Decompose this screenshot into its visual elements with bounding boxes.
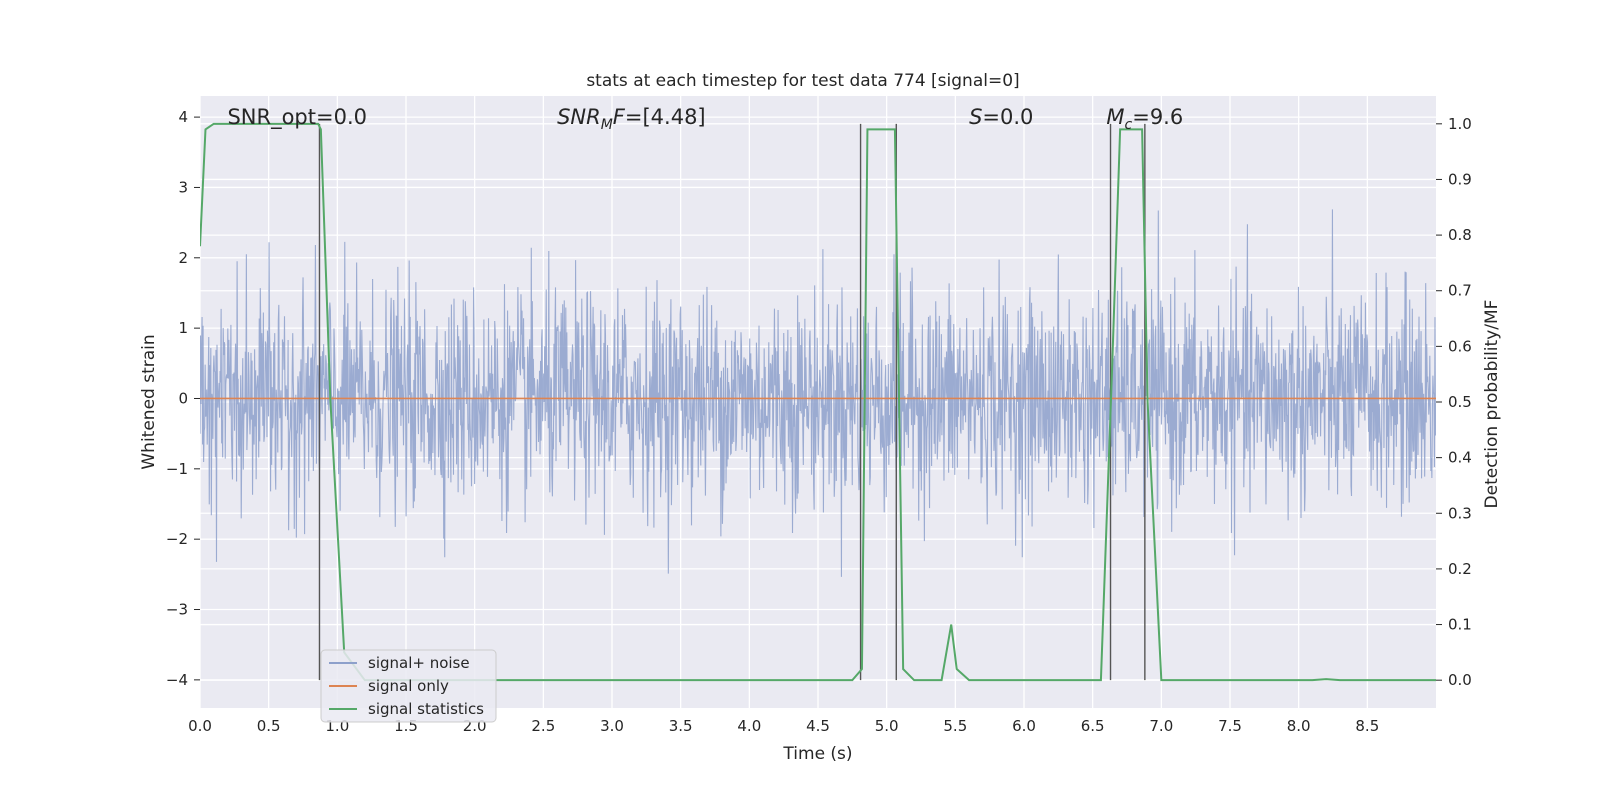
y-left-tick-label: −2 bbox=[166, 530, 188, 548]
y-right-tick-label: 1.0 bbox=[1448, 115, 1472, 133]
y-right-tick-label: 0.7 bbox=[1448, 282, 1472, 300]
y-left-tick-label: −1 bbox=[166, 460, 188, 478]
legend: signal+ noise signal only signal statistic… bbox=[320, 649, 497, 723]
x-tick-label: 0.5 bbox=[257, 717, 281, 735]
x-tick-label: 8.0 bbox=[1287, 717, 1311, 735]
y-right-tick-label: 0.8 bbox=[1448, 226, 1472, 244]
y-right-tick-label: 0.0 bbox=[1448, 671, 1472, 689]
y-left-tick-label: 1 bbox=[178, 319, 188, 337]
annotation-text: SNR_opt=0.0 bbox=[227, 105, 367, 130]
x-tick-label: 4.0 bbox=[737, 717, 761, 735]
y-right-axis-label: Detection probability/MF bbox=[1482, 300, 1502, 509]
annotations: SNR_opt=0.0 SNRMF=[4.48] S=0.0 Mc=9.6 bbox=[227, 105, 1183, 133]
annotation-text: S=0.0 bbox=[969, 105, 1033, 129]
y-right-tick-label: 0.9 bbox=[1448, 170, 1472, 188]
y-left-tick-label: 0 bbox=[178, 389, 188, 407]
x-tick-label: 6.0 bbox=[1012, 717, 1036, 735]
y-left-tick-label: −4 bbox=[166, 671, 188, 689]
x-tick-label: 5.5 bbox=[943, 717, 967, 735]
y-left-tick-label: −3 bbox=[166, 601, 188, 619]
annotation-text: SNRMF=[4.48] bbox=[557, 105, 706, 133]
x-tick-label: 0.0 bbox=[188, 717, 212, 735]
y-left-tick-label: 2 bbox=[178, 249, 188, 267]
y-right-tick-label: 0.4 bbox=[1448, 449, 1472, 467]
annotation-text: Mc=9.6 bbox=[1106, 105, 1183, 133]
y-right-tick-label: 0.2 bbox=[1448, 560, 1472, 578]
noise-line bbox=[200, 209, 1436, 577]
legend-item-label: signal only bbox=[368, 677, 449, 695]
chart-title: stats at each timestep for test data 774… bbox=[586, 71, 1019, 91]
x-tick-label: 6.5 bbox=[1081, 717, 1105, 735]
series-signal-plus-noise bbox=[200, 209, 1436, 577]
y-left-tick-label: 3 bbox=[178, 178, 188, 196]
x-tick-label: 4.5 bbox=[806, 717, 830, 735]
x-tick-label: 7.0 bbox=[1149, 717, 1173, 735]
legend-item-label: signal+ noise bbox=[368, 654, 470, 672]
x-tick-label: 8.5 bbox=[1355, 717, 1379, 735]
y-left-axis-label: Whitened strain bbox=[139, 334, 159, 469]
series-signal-statistics bbox=[200, 122, 1436, 682]
x-axis-label: Time (s) bbox=[782, 744, 852, 764]
y-left-tick-label: 4 bbox=[178, 108, 188, 126]
y-right-tick-label: 0.1 bbox=[1448, 616, 1472, 634]
legend-box bbox=[320, 649, 497, 723]
signal-statistics-line bbox=[200, 122, 1436, 682]
x-tick-label: 5.0 bbox=[875, 717, 899, 735]
y-right-tick-label: 0.3 bbox=[1448, 504, 1472, 522]
y-right-tick-label: 0.6 bbox=[1448, 337, 1472, 355]
x-tick-label: 3.5 bbox=[669, 717, 693, 735]
y-right-axis-ticks: 1.0 0.9 0.8 0.7 0.6 0.5 0.4 0.3 0.2 0.1 0.0 bbox=[1436, 115, 1472, 689]
x-tick-label: 2.5 bbox=[531, 717, 555, 735]
y-left-axis-ticks: 4 3 2 1 0 −1 −2 −3 −4 bbox=[166, 108, 200, 689]
y-right-tick-label: 0.5 bbox=[1448, 393, 1472, 411]
x-tick-label: 7.5 bbox=[1218, 717, 1242, 735]
x-tick-label: 3.0 bbox=[600, 717, 624, 735]
legend-item-label: signal statistics bbox=[368, 700, 484, 718]
